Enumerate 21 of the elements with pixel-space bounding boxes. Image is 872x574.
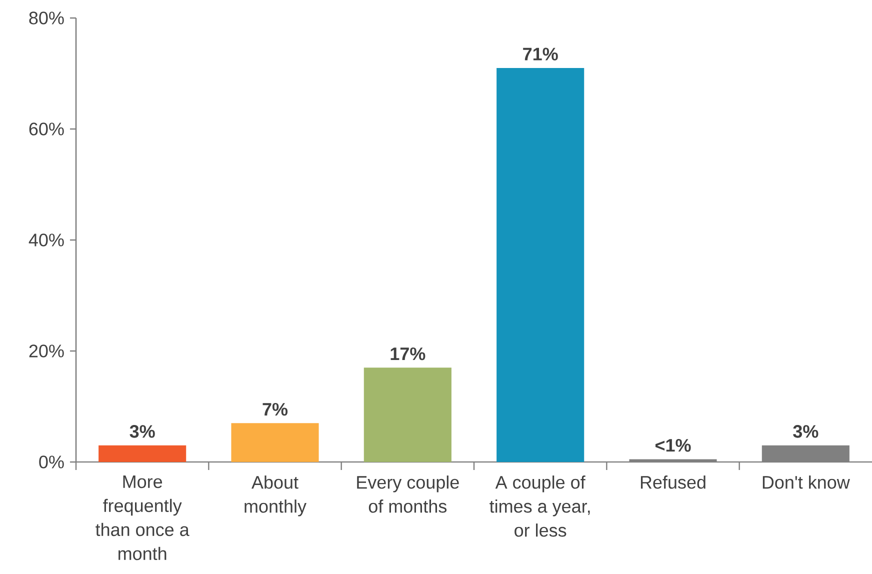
y-tick-label: 20%: [29, 344, 64, 358]
bar: [98, 445, 186, 462]
data-label: 3%: [793, 425, 818, 438]
x-tick-label: About monthly: [244, 476, 306, 516]
bar: [496, 68, 584, 462]
x-tick-label: More frequently than once a month: [96, 476, 190, 560]
y-tick-label: 60%: [29, 122, 64, 136]
y-tick-label: 40%: [28, 234, 64, 246]
data-label: 71%: [523, 48, 558, 60]
data-label: 7%: [262, 402, 288, 416]
data-label: <1%: [655, 439, 691, 452]
y-tick-label: 80%: [29, 12, 64, 24]
y-tick-label: 0%: [39, 456, 64, 468]
x-tick-label: A couple of times a year, or less: [490, 476, 590, 537]
data-label: 3%: [130, 425, 155, 438]
bar: [231, 423, 319, 462]
x-tick-label: Refused: [640, 476, 706, 489]
data-label: 17%: [390, 347, 426, 360]
x-tick-label: Don't know: [762, 476, 850, 489]
x-tick-label: Every couple of months: [357, 476, 459, 513]
bar: [364, 368, 452, 462]
